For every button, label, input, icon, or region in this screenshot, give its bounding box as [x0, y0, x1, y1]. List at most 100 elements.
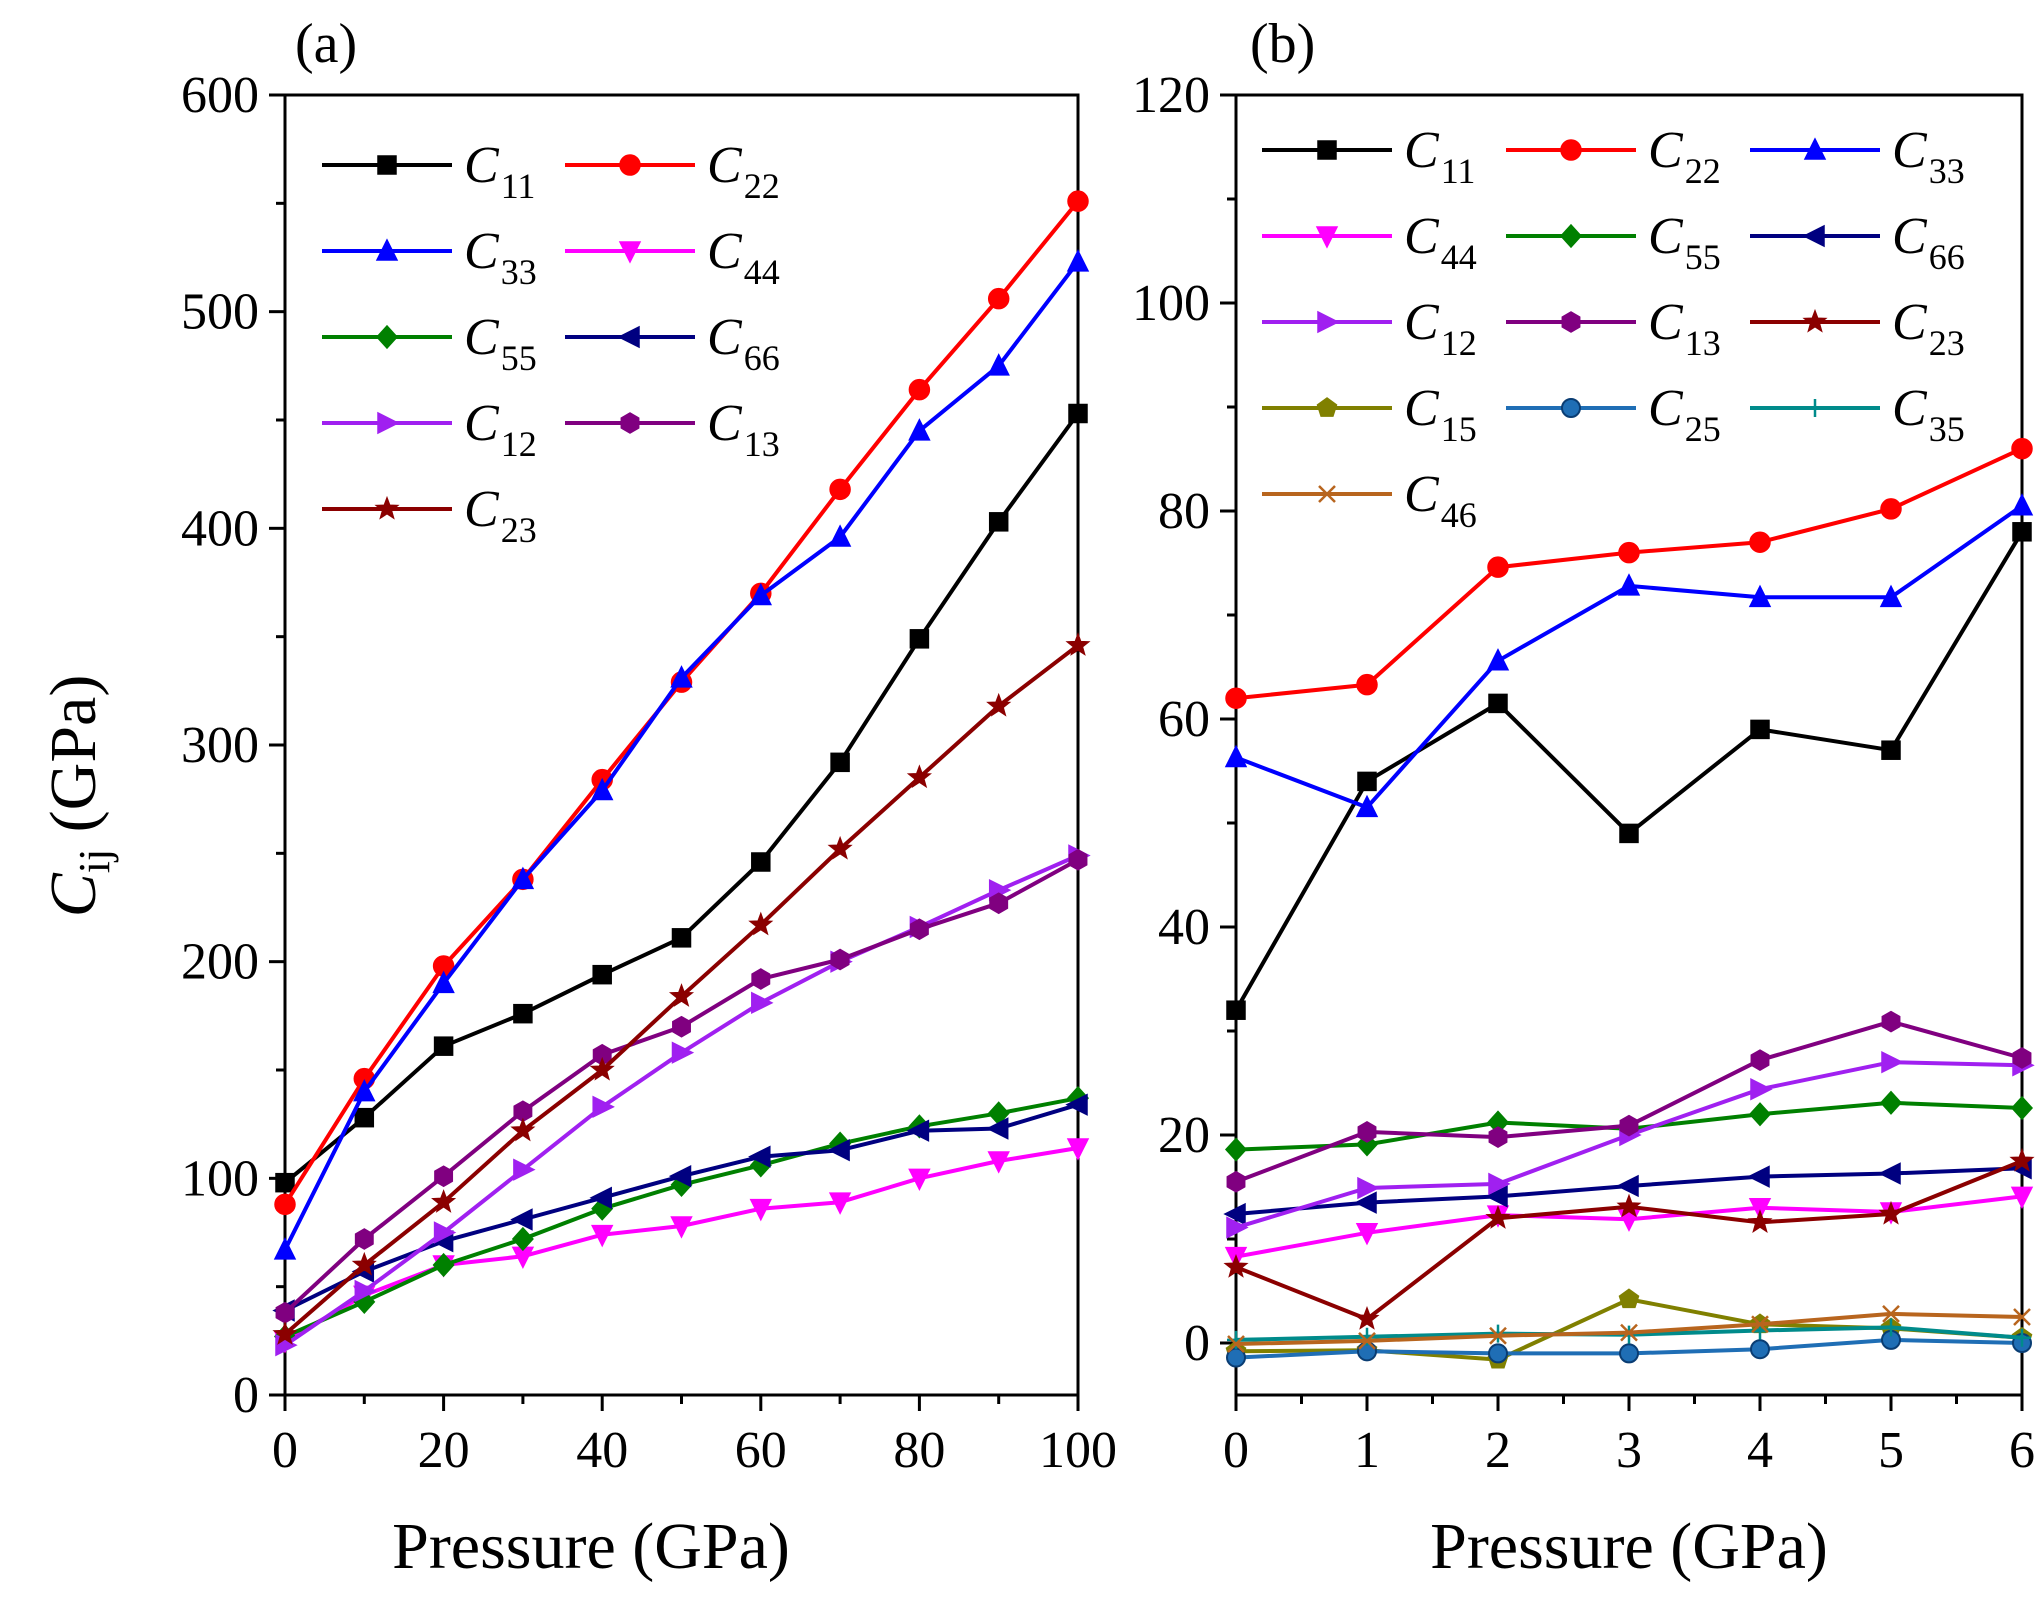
panel-b-legend: C11 C22 C33 C44 C55 C66 C12 C13 C23 C15 C25 C35 C46 — [1262, 122, 1965, 535]
panel-b-y-tick-label: 120 — [1132, 67, 1210, 124]
panel-a-legend-marker-c55 — [375, 324, 399, 350]
panel-b-point-c22 — [1749, 531, 1771, 553]
panel-a-label: (a) — [295, 13, 357, 75]
panel-b-point-c22 — [2011, 437, 2033, 460]
panel-b-legend-label-c46: C46 — [1404, 466, 1477, 535]
panel-b-series-c66 — [1223, 1157, 2032, 1226]
panel-b-point-c44 — [2010, 1186, 2034, 1210]
panel-b-point-c11 — [1488, 693, 1508, 714]
panel-a-point-c12 — [433, 1221, 457, 1244]
panel-a-series-c11 — [275, 403, 1088, 1193]
panel-b-point-c11 — [1750, 719, 1770, 740]
panel-b-legend-label-c13: C13 — [1648, 294, 1721, 363]
panel-b-legend-marker-c44 — [1315, 226, 1339, 249]
panel-b-x-tick-label: 6 — [2009, 1422, 2035, 1479]
panel-b-legend-label-c33: C33 — [1892, 122, 1965, 191]
svg-text:Cij (GPa): Cij (GPa) — [37, 675, 119, 918]
panel-b-point-c55 — [1879, 1090, 1903, 1115]
panel-a-point-c33 — [749, 582, 773, 606]
panel-a-point-c66 — [906, 1119, 930, 1142]
panel-b-point-c35 — [1882, 1318, 1900, 1337]
panel-b-legend-marker-c22 — [1560, 139, 1582, 161]
panel-a-point-c33 — [1066, 249, 1090, 272]
panel-b-point-c25 — [1750, 1339, 1770, 1360]
panel-a-point-c13 — [830, 948, 850, 971]
panel-a-point-c33 — [273, 1237, 297, 1260]
panel-b-point-c55 — [2010, 1095, 2034, 1121]
panel-b-point-c13 — [2012, 1047, 2032, 1069]
panel-a-point-c11 — [1068, 403, 1088, 424]
panel-a-point-c23 — [272, 1321, 298, 1345]
panel-b-x-tick-label: 2 — [1485, 1422, 1511, 1479]
panel-b-point-c12 — [1357, 1176, 1380, 1200]
panel-a-point-c23 — [589, 1056, 615, 1081]
panel-a-point-c13 — [751, 968, 771, 990]
panel-a-point-c33 — [908, 418, 931, 441]
panel-a-point-c11 — [909, 629, 930, 649]
panel-b-point-c23 — [1616, 1193, 1642, 1218]
panel-a-point-c66 — [827, 1138, 850, 1162]
panel-a-legend-marker-c11 — [377, 155, 397, 175]
panel-a-legend: C11 C22 C33 C44 C55 C66 C12 C13 C23 — [322, 137, 780, 550]
panel-a-point-c13 — [354, 1228, 374, 1250]
panel-b-y-tick-label: 60 — [1158, 691, 1210, 748]
panel-a-legend-marker-c12 — [377, 411, 400, 435]
panel-a-point-c13 — [1068, 848, 1088, 871]
panel-b-legend-label-c66: C66 — [1892, 208, 1965, 277]
y-axis-title-subscript: ij — [70, 849, 119, 873]
panel-a-point-c44 — [828, 1192, 852, 1215]
panel-a-point-c22 — [1067, 190, 1089, 212]
panel-b-point-c66 — [1223, 1202, 1246, 1226]
panel-a-point-c33 — [511, 866, 535, 890]
panel-a-legend-marker-c66 — [617, 325, 640, 349]
panel-b-x-axis-title: Pressure (GPa) — [1430, 1510, 1828, 1583]
panel-a-legend-label-c22: C22 — [707, 137, 780, 206]
panel-b-point-c33 — [1224, 744, 1248, 768]
panel-b-y-tick-label: 40 — [1158, 899, 1210, 956]
panel-b-legend-marker-c46 — [1318, 485, 1336, 503]
panel-a-point-c11 — [671, 928, 692, 948]
panel-b-series-c13 — [1226, 1010, 2032, 1193]
panel-b-point-c12 — [1226, 1216, 1249, 1239]
panel-b-point-c25 — [1619, 1343, 1639, 1364]
panel-a-point-c13 — [434, 1165, 454, 1188]
panel-b-y-tick-label: 20 — [1158, 1107, 1210, 1164]
panel-a-point-c66 — [986, 1117, 1009, 1140]
panel-a-point-c33 — [353, 1078, 376, 1102]
panel-b-point-c44 — [1748, 1198, 1772, 1221]
panel-a-point-c13 — [989, 892, 1009, 915]
panel-a-point-c44 — [749, 1198, 773, 1222]
panel-b-point-c46 — [2013, 1308, 2031, 1326]
panel-a-point-c12 — [671, 1041, 695, 1064]
panel-a-point-c66 — [1065, 1093, 1088, 1116]
panel-b-point-c46 — [1751, 1315, 1769, 1334]
panel-a-x-tick-label: 20 — [418, 1422, 470, 1479]
panel-a-point-c23 — [510, 1117, 536, 1142]
panel-b-point-c12 — [1881, 1050, 1904, 1074]
panel-b-point-c12 — [1488, 1172, 1511, 1196]
panel-b-point-c13 — [1488, 1126, 1508, 1148]
panel-b-point-c66 — [1354, 1191, 1377, 1214]
panel-b-point-c23 — [2009, 1147, 2035, 1172]
panel-a-y-tick-label: 100 — [181, 1150, 259, 1207]
panel-b-point-c11 — [1226, 1000, 1246, 1020]
panel-a-legend-marker-c44 — [618, 241, 642, 264]
panel-b-point-c46 — [1882, 1304, 1900, 1323]
panel-b-legend-marker-c23 — [1802, 308, 1828, 333]
panel-a-point-c23 — [748, 911, 774, 936]
panel-b-series-c22 — [1225, 437, 2033, 709]
panel-b-legend-label-c12: C12 — [1404, 294, 1477, 363]
panel-b-x-tick-label: 4 — [1747, 1422, 1773, 1479]
panel-b-legend-marker-c15 — [1316, 397, 1338, 417]
panel-b-series-c11 — [1226, 522, 2032, 1020]
panel-b-point-c11 — [1357, 771, 1377, 792]
panel-a-point-c11 — [592, 964, 612, 985]
panel-b-legend-label-c15: C15 — [1404, 380, 1477, 449]
panel-a-legend-label-c55: C55 — [464, 309, 537, 378]
y-axis-title-symbol: C — [37, 872, 110, 917]
panel-a-point-c13 — [275, 1301, 295, 1324]
panel-b-y-tick-label: 0 — [1184, 1315, 1210, 1372]
panel-a-legend-label-c13: C13 — [707, 395, 780, 464]
panel-b-point-c13 — [1357, 1121, 1377, 1143]
panel-a-point-c66 — [510, 1208, 533, 1231]
